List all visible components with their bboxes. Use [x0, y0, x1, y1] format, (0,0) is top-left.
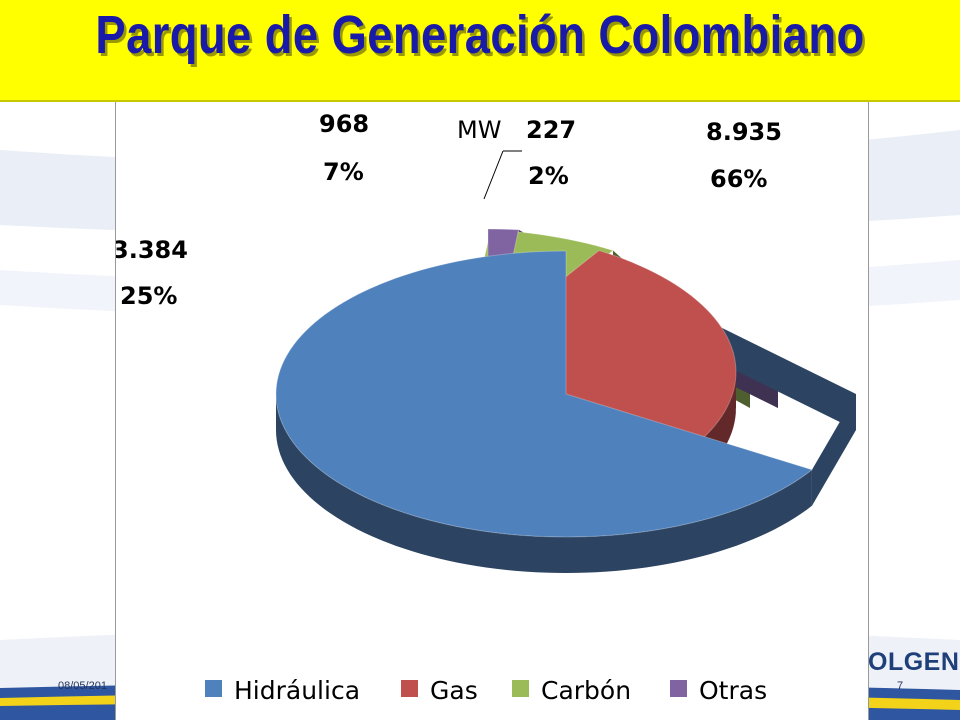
data-label-percent-hidraulica: 66%	[710, 165, 767, 193]
page-number: 7	[897, 680, 904, 692]
leader-line	[483, 150, 504, 200]
data-label-percent-otras: 2%	[528, 162, 569, 190]
legend-label-otras: Otras	[699, 676, 767, 705]
data-label-value-gas: 3.384	[116, 236, 188, 264]
chart-area: 8.935 66% 3.384 25% 968 7% MW 227 2% Hid…	[112, 102, 869, 720]
legend-label-carbon: Carbón	[541, 676, 631, 705]
legend-label-hidraulica: Hidráulica	[234, 676, 360, 705]
pie-side-hidraulica-1	[811, 394, 856, 506]
data-label-value-otras: 227	[526, 116, 576, 144]
legend-swatch-hidraulica	[205, 680, 222, 697]
data-label-value-hidraulica: 8.935	[706, 118, 782, 146]
slide-title: Parque de Generación Colombiano	[95, 5, 865, 65]
title-bar: Parque de Generación Colombiano	[0, 0, 960, 102]
pie-slice-gas	[444, 249, 737, 449]
legend-swatch-carbon	[512, 680, 529, 697]
slices-layer	[275, 228, 856, 573]
legend-swatch-gas	[401, 680, 418, 697]
pie-wall-hidraulica	[276, 394, 812, 573]
legend-swatch-otras	[670, 680, 687, 697]
legend-label-gas: Gas	[430, 676, 478, 705]
pie-slice-hidraulica	[275, 250, 814, 538]
unit-label: MW	[457, 116, 501, 144]
data-label-percent-carbon: 7%	[323, 158, 364, 186]
pie-chart: 8.935 66% 3.384 25% 968 7% MW 227 2% Hid…	[112, 110, 856, 705]
data-label-percent-gas: 25%	[120, 282, 177, 310]
legend: Hidráulica Gas Carbón Otras	[205, 676, 767, 705]
data-label-value-carbon: 968	[319, 110, 369, 138]
company-logo: OLGEN	[868, 648, 960, 676]
footer-date: 08/05/201	[58, 680, 107, 692]
